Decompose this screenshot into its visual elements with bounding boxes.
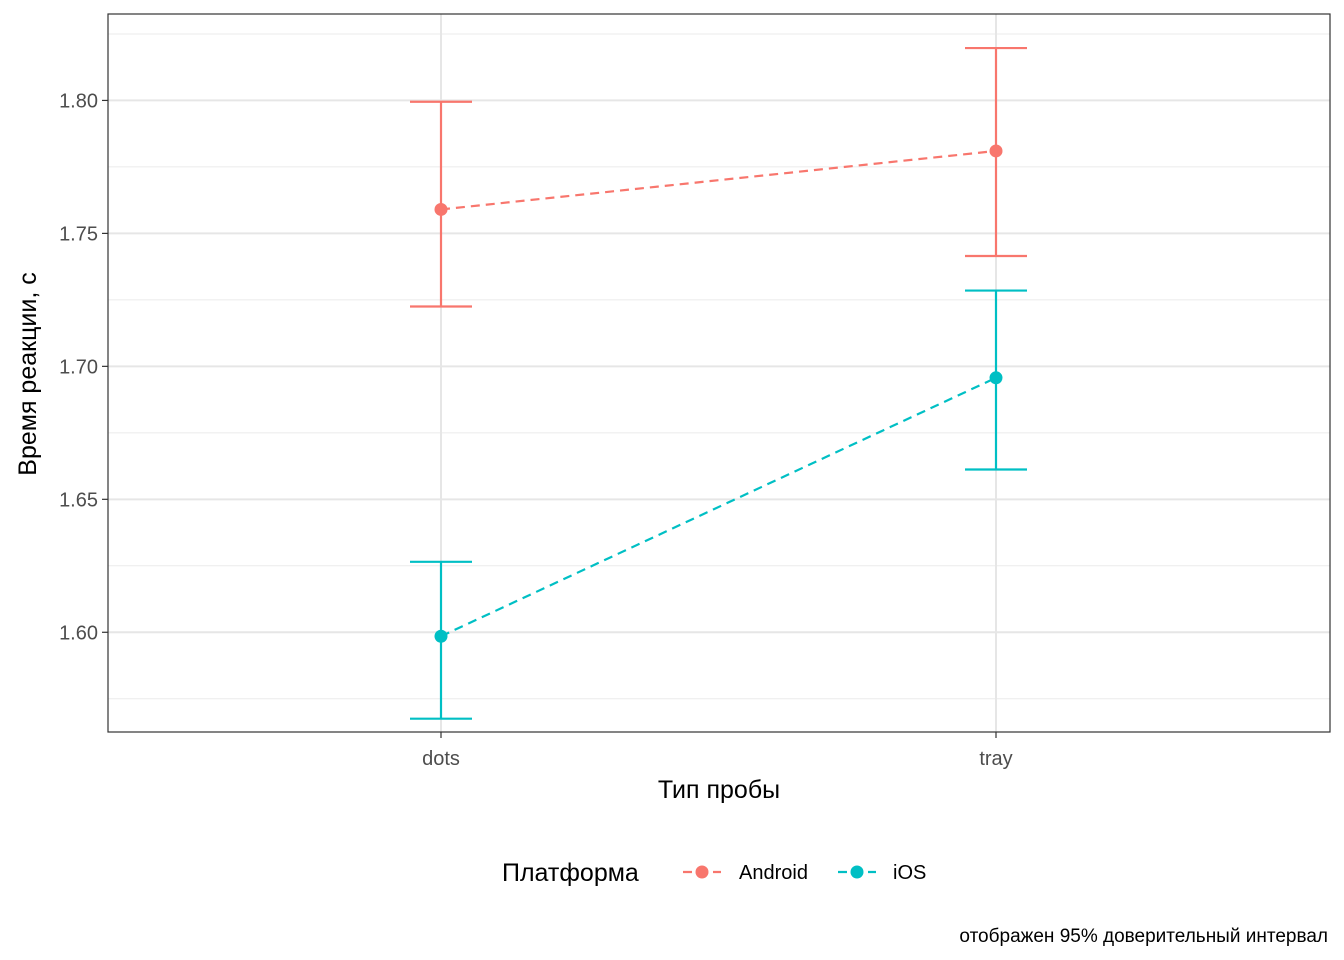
y-tick-label: 1.80 (59, 90, 98, 112)
y-tick-label: 1.60 (59, 622, 98, 644)
legend-key-android (683, 865, 721, 879)
data-point (434, 629, 448, 643)
y-tick-label: 1.65 (59, 489, 98, 511)
legend: Платформа Android iOS (502, 859, 926, 887)
panel-border (107, 13, 1331, 733)
series-android (410, 46, 1027, 308)
series-ios (410, 289, 1027, 720)
y-axis-title: Время реакции, с (14, 272, 42, 475)
x-tick-label: tray (979, 748, 1012, 770)
y-axis: 1.60 1.65 1.70 1.75 1.80 (59, 90, 108, 644)
caption: отображен 95% доверительный интервал (959, 926, 1328, 947)
data-point (989, 144, 1003, 158)
y-tick-label: 1.70 (59, 356, 98, 378)
legend-label: iOS (893, 862, 926, 884)
minor-gridlines (108, 33, 1330, 700)
legend-key-point (695, 865, 709, 879)
legend-key-point (850, 865, 864, 879)
x-tick-label: dots (422, 748, 460, 770)
series-line (440, 149, 997, 211)
data-point (989, 371, 1003, 385)
data-point (434, 202, 448, 216)
legend-key-ios (838, 865, 876, 879)
x-axis: dots tray (422, 732, 1013, 770)
legend-label: Android (739, 862, 808, 884)
series-line (440, 376, 997, 638)
major-gridlines (108, 14, 1330, 732)
x-axis-title: Тип пробы (658, 776, 780, 804)
series-layer (410, 46, 1027, 720)
legend-title: Платформа (502, 859, 639, 887)
y-tick-label: 1.75 (59, 223, 98, 245)
